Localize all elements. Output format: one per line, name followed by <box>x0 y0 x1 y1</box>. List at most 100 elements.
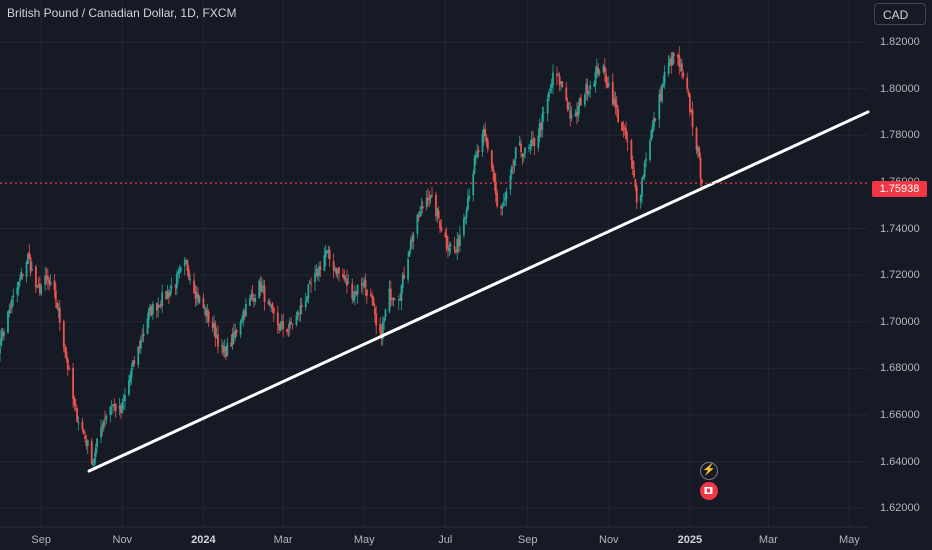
candle-body <box>157 304 160 309</box>
candle-body <box>314 272 316 283</box>
candle-body <box>17 281 20 290</box>
candle-body <box>149 305 152 311</box>
candle-body <box>72 368 75 399</box>
candle-body <box>393 299 396 301</box>
candle-body <box>352 296 355 301</box>
y-tick-label: 1.62000 <box>880 502 920 515</box>
candle-body <box>521 154 524 157</box>
candle-body <box>578 98 581 107</box>
y-tick-label: 1.74000 <box>880 222 920 235</box>
candle-body <box>611 82 614 105</box>
chart-title: British Pound / Canadian Dollar, 1D, FXC… <box>7 6 237 20</box>
candle-body <box>169 290 172 296</box>
candle-body <box>490 150 493 168</box>
candle-body <box>408 251 411 257</box>
candle-body <box>485 138 488 143</box>
candle-body <box>465 210 468 218</box>
candle-body <box>49 282 52 285</box>
x-tick-label: May <box>353 534 375 546</box>
candle-body <box>500 206 503 209</box>
candle-body <box>603 66 606 73</box>
candle-body <box>150 307 153 316</box>
y-tick-label: 1.82000 <box>880 35 920 48</box>
candle-body <box>1 332 4 335</box>
candle-body <box>613 98 616 104</box>
candle-body <box>233 332 235 336</box>
y-tick-label: 1.64000 <box>880 455 920 468</box>
candle-body <box>338 267 340 273</box>
candle-body <box>326 250 328 253</box>
candle-body <box>170 286 173 289</box>
candle-body <box>128 380 130 395</box>
candle-body <box>384 309 387 317</box>
candle-body <box>351 283 354 299</box>
candle-body <box>391 298 394 300</box>
candle-body <box>56 302 59 309</box>
lightning-event-icon[interactable]: ⚡ <box>700 462 718 480</box>
candle-body <box>65 351 68 360</box>
candle-body <box>510 166 513 175</box>
candle-body <box>347 282 350 284</box>
candle-body <box>614 99 617 106</box>
candle-body <box>540 122 542 130</box>
candle-body <box>189 279 191 281</box>
candle-body <box>36 285 39 288</box>
candle-body <box>650 130 653 141</box>
candle-body <box>556 74 558 77</box>
candle-body <box>440 226 443 231</box>
candle-body <box>299 305 302 314</box>
candle-body <box>546 98 549 114</box>
candle-body <box>633 170 635 177</box>
canada-flag-event-icon[interactable] <box>700 482 718 500</box>
candle-body <box>583 94 586 105</box>
candle-body <box>304 301 307 308</box>
candle-body <box>161 292 164 307</box>
candle-body <box>319 265 322 271</box>
candle-body <box>412 234 415 242</box>
candle-body <box>698 147 701 157</box>
candle-body <box>20 272 23 280</box>
candle-body <box>355 291 358 294</box>
candle-body <box>484 128 487 137</box>
candle-body <box>574 112 577 117</box>
candle-body <box>407 258 409 280</box>
candle-body <box>21 274 24 277</box>
candle-body <box>549 88 552 91</box>
candle-body <box>579 97 582 106</box>
candle-body <box>113 404 116 406</box>
candle-body <box>514 147 517 159</box>
candle-body <box>307 284 310 299</box>
candle-body <box>187 269 190 279</box>
candle-body <box>8 309 11 314</box>
candle-body <box>383 318 386 322</box>
candle-body <box>214 323 217 338</box>
candle-body <box>474 155 477 158</box>
candle-body <box>533 138 536 147</box>
candle-body <box>251 293 254 297</box>
candle-body <box>625 129 627 139</box>
candle-body <box>92 463 94 466</box>
candle-body <box>639 194 642 202</box>
chart-grid <box>0 0 868 527</box>
candle-body <box>566 101 569 109</box>
candle-body <box>493 172 496 183</box>
candle-body <box>268 301 271 306</box>
candle-body <box>194 291 197 299</box>
currency-button[interactable]: CAD <box>874 3 926 25</box>
candle-body <box>195 292 198 298</box>
candle-body <box>375 313 378 326</box>
candle-body <box>193 280 195 294</box>
y-tick-label: 1.70000 <box>880 315 920 328</box>
candle-body <box>211 322 214 328</box>
candle-body <box>258 280 261 299</box>
x-tick-label: Mar <box>758 534 778 546</box>
candle-body <box>84 435 86 439</box>
candle-body <box>570 115 573 119</box>
candle-body <box>94 448 97 457</box>
candle-body <box>287 330 290 331</box>
trend-line[interactable] <box>87 110 870 473</box>
candle-body <box>457 239 460 246</box>
candle-body <box>587 90 590 94</box>
candle-body <box>586 85 589 95</box>
